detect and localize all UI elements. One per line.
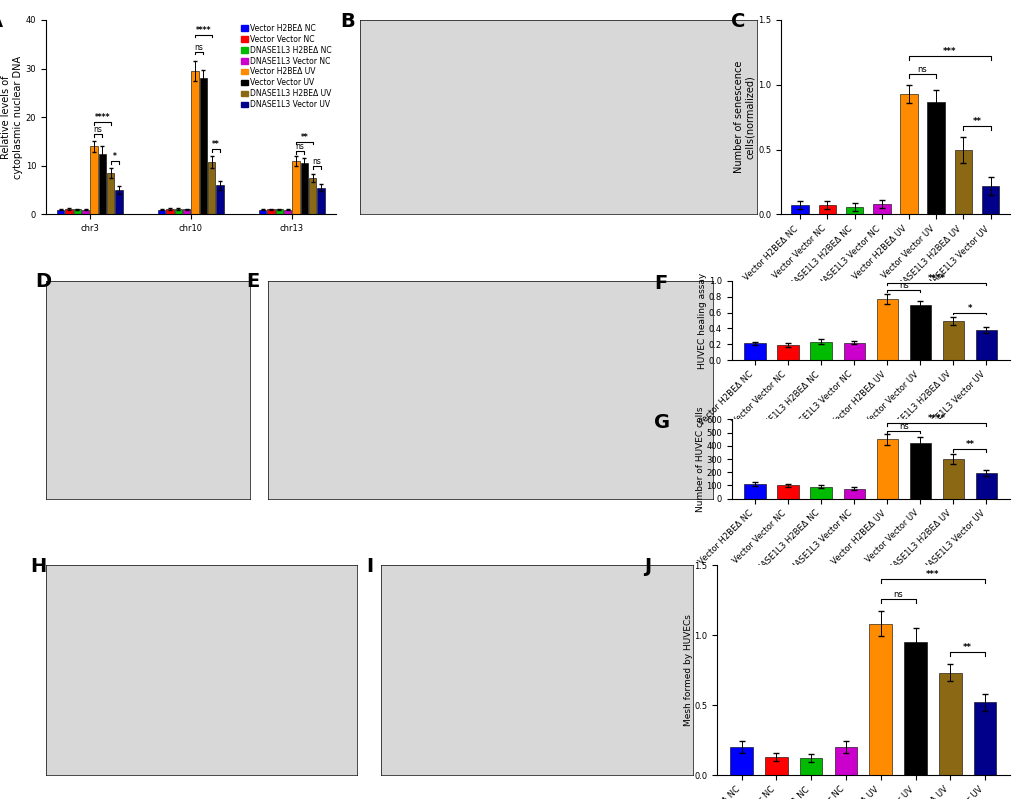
Bar xyxy=(818,205,836,214)
Bar xyxy=(810,342,832,360)
Bar xyxy=(875,299,897,360)
Text: **: ** xyxy=(971,117,980,126)
Text: ***: *** xyxy=(925,570,938,579)
Bar xyxy=(91,146,98,214)
Text: ns: ns xyxy=(195,42,204,52)
Bar xyxy=(259,209,266,214)
Bar xyxy=(904,642,926,775)
Bar xyxy=(275,209,282,214)
Bar xyxy=(942,459,963,499)
Bar xyxy=(938,673,961,775)
Bar xyxy=(975,473,997,499)
Bar xyxy=(99,153,106,214)
Bar xyxy=(744,484,765,499)
Bar xyxy=(872,204,890,214)
Bar xyxy=(843,343,864,360)
Bar xyxy=(900,93,917,214)
Text: ****: **** xyxy=(927,274,945,283)
Text: ns: ns xyxy=(917,66,926,74)
Y-axis label: Relative levels of
cytoplasmic nuclear DNA: Relative levels of cytoplasmic nuclear D… xyxy=(1,56,22,179)
Bar xyxy=(267,209,274,214)
Text: J: J xyxy=(643,557,650,575)
Bar xyxy=(834,747,856,775)
Bar xyxy=(107,173,114,214)
Bar xyxy=(845,207,863,214)
Bar xyxy=(744,344,765,360)
Bar xyxy=(292,161,300,214)
Bar xyxy=(158,209,165,214)
Bar xyxy=(875,439,897,499)
Text: *: * xyxy=(967,304,971,312)
Text: C: C xyxy=(730,12,744,31)
Text: ns: ns xyxy=(898,422,908,431)
Text: **: ** xyxy=(962,643,971,652)
Bar xyxy=(975,330,997,360)
Bar xyxy=(65,209,72,214)
Bar xyxy=(909,443,930,499)
Bar xyxy=(192,71,199,214)
Y-axis label: Number of HUVEC cells: Number of HUVEC cells xyxy=(695,406,704,512)
Bar xyxy=(309,178,316,214)
Bar xyxy=(174,209,181,214)
Bar xyxy=(810,487,832,499)
Text: ****: **** xyxy=(196,26,211,34)
Text: ns: ns xyxy=(296,142,305,151)
Bar xyxy=(115,190,122,214)
Bar xyxy=(317,188,324,214)
Text: *: * xyxy=(113,152,116,161)
Text: B: B xyxy=(340,12,355,31)
Y-axis label: HUVEC healing assay: HUVEC healing assay xyxy=(698,272,707,368)
Text: ns: ns xyxy=(94,125,103,134)
Bar xyxy=(764,757,787,775)
Bar xyxy=(283,209,291,214)
Bar xyxy=(909,305,930,360)
Bar xyxy=(73,209,81,214)
Bar xyxy=(166,209,173,214)
Bar xyxy=(973,702,996,775)
Bar xyxy=(57,209,64,214)
Text: ****: **** xyxy=(927,415,945,423)
Bar xyxy=(799,758,821,775)
Text: **: ** xyxy=(964,440,973,449)
Bar xyxy=(843,489,864,499)
Bar xyxy=(926,101,944,214)
Bar xyxy=(200,78,207,214)
Bar xyxy=(791,205,808,214)
Bar xyxy=(776,345,798,360)
Bar xyxy=(730,747,752,775)
Y-axis label: Number of senescence
cells(normalized): Number of senescence cells(normalized) xyxy=(733,61,755,173)
Text: ****: **** xyxy=(95,113,110,122)
Text: ***: *** xyxy=(943,47,956,56)
Text: E: E xyxy=(246,272,259,291)
Text: I: I xyxy=(366,557,373,575)
Text: **: ** xyxy=(212,140,219,149)
Text: ns: ns xyxy=(898,281,908,290)
Bar xyxy=(954,149,971,214)
Bar xyxy=(216,185,223,214)
Bar xyxy=(776,486,798,499)
Bar xyxy=(301,163,308,214)
Bar xyxy=(82,209,90,214)
Text: ns: ns xyxy=(312,157,321,166)
Bar xyxy=(182,209,191,214)
Text: F: F xyxy=(653,275,666,293)
Y-axis label: Mesh formed by HUVECs: Mesh formed by HUVECs xyxy=(683,614,692,726)
Text: G: G xyxy=(653,413,669,432)
Bar xyxy=(942,321,963,360)
Bar xyxy=(980,186,999,214)
Text: **: ** xyxy=(301,133,308,141)
Text: ns: ns xyxy=(893,590,902,598)
Legend: Vector H2BEΔ NC, Vector Vector NC, DNASE1L3 H2BEΔ NC, DNASE1L3 Vector NC, Vector: Vector H2BEΔ NC, Vector Vector NC, DNASE… xyxy=(237,21,334,112)
Bar xyxy=(208,162,215,214)
Text: A: A xyxy=(0,12,3,31)
Bar xyxy=(868,624,892,775)
Text: D: D xyxy=(36,272,52,291)
Text: H: H xyxy=(31,557,47,575)
